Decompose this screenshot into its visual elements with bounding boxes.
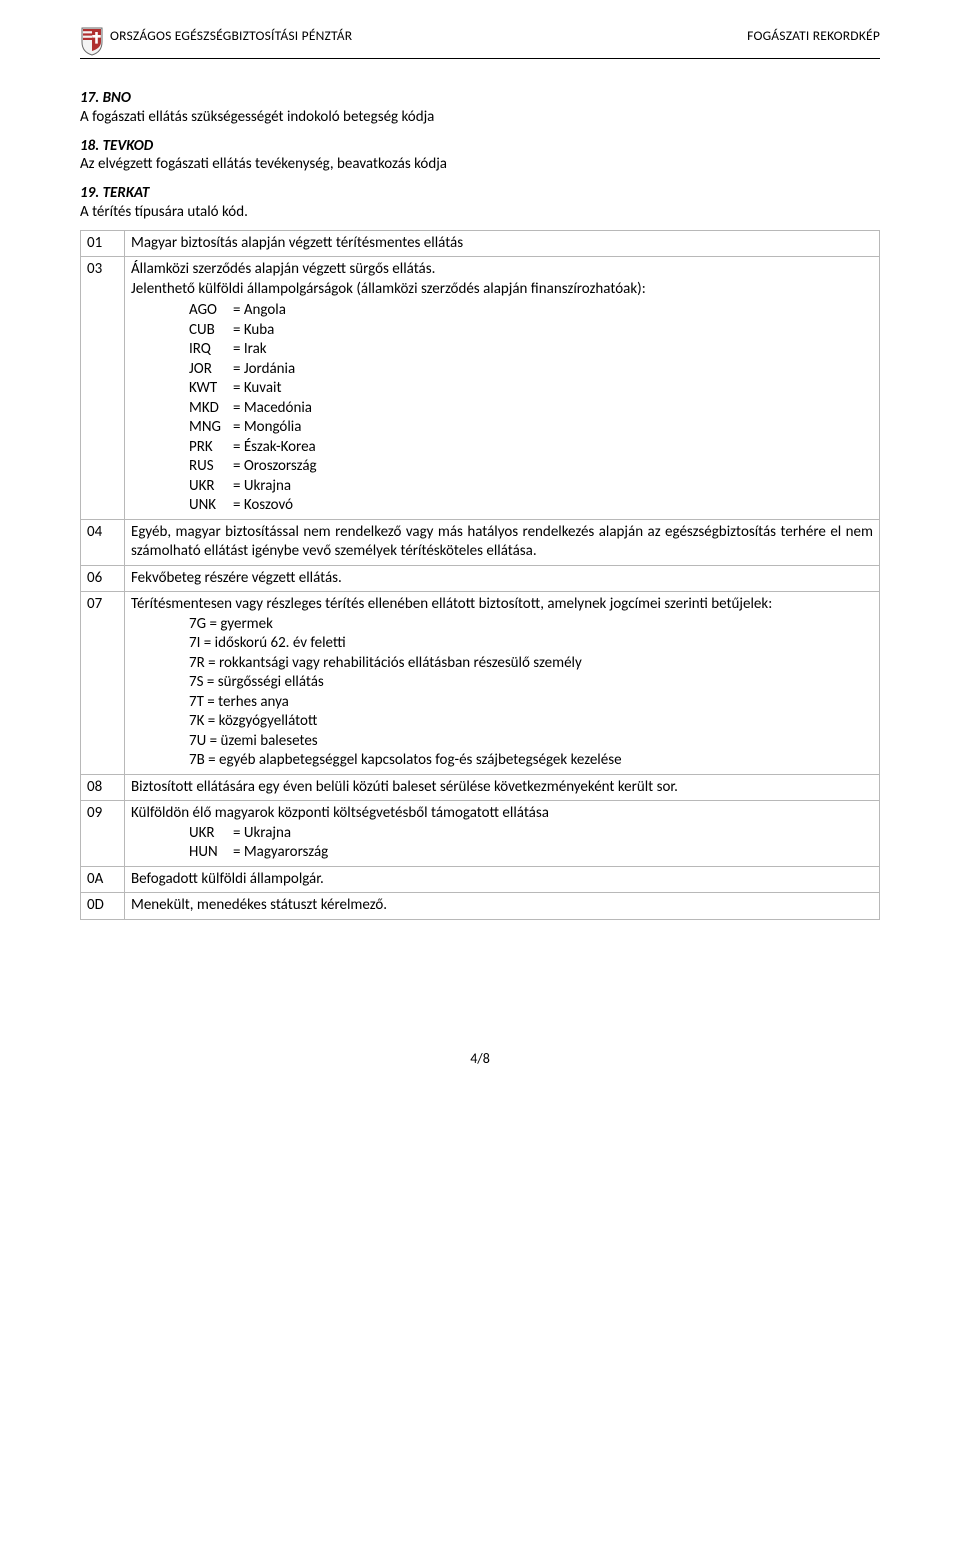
country-row: KWT= Kuvait [131,379,873,399]
code-cell: 0A [81,866,125,893]
country-code: PRK [189,438,233,458]
country-row: JOR= Jordánia [131,360,873,380]
jogcim-row: 7G = gyermek [131,615,873,635]
section-num: 18. [80,137,99,155]
org-name: ORSZÁGOS EGÉSZSÉGBIZTOSÍTÁSI PÉNZTÁR [110,28,352,45]
country-code: AGO [189,301,233,321]
desc-cell: Magyar biztosítás alapján végzett téríté… [125,230,880,257]
country-name: = Angola [233,301,286,319]
country-code: UKR [189,477,233,497]
table-row: 07 Térítésmentesen vagy részleges téríté… [81,592,880,775]
country-code: MKD [189,399,233,419]
header-left: ORSZÁGOS EGÉSZSÉGBIZTOSÍTÁSI PÉNZTÁR [80,28,352,56]
country-code: JOR [189,360,233,380]
jogcim-row: 7S = sürgősségi ellátás [131,673,873,693]
code-cell: 04 [81,519,125,565]
country-row: PRK= Észak-Korea [131,438,873,458]
desc-cell: Biztosított ellátására egy éven belüli k… [125,774,880,801]
terkat-code-table: 01 Magyar biztosítás alapján végzett tér… [80,230,880,920]
desc-cell: Egyéb, magyar biztosítással nem rendelke… [125,519,880,565]
country-row: IRQ= Irak [131,340,873,360]
section-num: 19. [80,184,99,202]
country-row: UNK= Koszovó [131,496,873,516]
country-row: UKR= Ukrajna [131,477,873,497]
table-row: 03 Államközi szerződés alapján végzett s… [81,257,880,520]
desc-cell: Külföldön élő magyarok központi költségv… [125,801,880,867]
country-name: = Ukrajna [233,824,291,842]
country-row: AGO= Angola [131,301,873,321]
jogcim-row: 7T = terhes anya [131,693,873,713]
code-cell: 0D [81,893,125,920]
row07-lead: Térítésmentesen vagy részleges térítés e… [131,595,873,615]
section-18-heading: 18. TEVKOD [80,137,880,156]
desc-cell: Államközi szerződés alapján végzett sürg… [125,257,880,520]
section-18-desc: Az elvégzett fogászati ellátás tevékenys… [80,155,880,174]
country-row: MNG= Mongólia [131,418,873,438]
country-code: IRQ [189,340,233,360]
table-row: 04 Egyéb, magyar biztosítással nem rende… [81,519,880,565]
desc-cell: Befogadott külföldi állampolgár. [125,866,880,893]
code-cell: 08 [81,774,125,801]
country-row: MKD= Macedónia [131,399,873,419]
row03-intro: Jelenthető külföldi állampolgárságok (ál… [131,280,873,300]
country-code: UNK [189,496,233,516]
jogcim-row: 7I = időskorú 62. év feletti [131,634,873,654]
country-name: = Koszovó [233,496,293,514]
code-cell: 03 [81,257,125,520]
table-row: 09 Külföldön élő magyarok központi költs… [81,801,880,867]
table-row: 01 Magyar biztosítás alapján végzett tér… [81,230,880,257]
country-name: = Irak [233,340,267,358]
country-row: UKR= Ukrajna [131,824,873,844]
country-name: = Oroszország [233,457,317,475]
country-name: = Macedónia [233,399,312,417]
table-row: 0A Befogadott külföldi állampolgár. [81,866,880,893]
country-name: = Ukrajna [233,477,291,495]
doc-type: FOGÁSZATI REKORDKÉP [747,28,880,45]
country-name: = Észak-Korea [233,438,316,456]
table-row: 06 Fekvőbeteg részére végzett ellátás. [81,565,880,592]
country-code: HUN [189,843,233,863]
country-name: = Mongólia [233,418,301,436]
jogcim-row: 7B = egyéb alapbetegséggel kapcsolatos f… [131,751,873,771]
coat-of-arms-icon [80,26,104,56]
section-title: BNO [103,89,131,107]
section-17-desc: A fogászati ellátás szükségességét indok… [80,108,880,127]
row09-lead: Külföldön élő magyarok központi költségv… [131,804,873,824]
row03-lead: Államközi szerződés alapján végzett sürg… [131,260,873,280]
code-cell: 06 [81,565,125,592]
desc-cell: Térítésmentesen vagy részleges térítés e… [125,592,880,775]
section-title: TEVKOD [103,137,154,155]
desc-cell: Menekült, menedékes státuszt kérelmező. [125,893,880,920]
section-19-heading: 19. TERKAT [80,184,880,203]
country-code: KWT [189,379,233,399]
country-row: HUN= Magyarország [131,843,873,863]
code-cell: 01 [81,230,125,257]
country-code: MNG [189,418,233,438]
section-19-desc: A térítés típusára utaló kód. [80,203,880,222]
country-name: = Jordánia [233,360,295,378]
code-cell: 09 [81,801,125,867]
country-code: CUB [189,321,233,341]
country-name: = Kuvait [233,379,282,397]
section-title: TERKAT [103,184,150,202]
page-header: ORSZÁGOS EGÉSZSÉGBIZTOSÍTÁSI PÉNZTÁR FOG… [80,28,880,59]
country-row: RUS= Oroszország [131,457,873,477]
desc-cell: Fekvőbeteg részére végzett ellátás. [125,565,880,592]
jogcim-row: 7U = üzemi balesetes [131,732,873,752]
code-cell: 07 [81,592,125,775]
country-code: UKR [189,824,233,844]
country-row: CUB= Kuba [131,321,873,341]
table-row: 08 Biztosított ellátására egy éven belül… [81,774,880,801]
section-num: 17. [80,89,99,107]
section-17-heading: 17. BNO [80,89,880,108]
page-number: 4/8 [80,1050,880,1068]
jogcim-row: 7K = közgyógyellátott [131,712,873,732]
country-name: = Kuba [233,321,274,339]
jogcim-row: 7R = rokkantsági vagy rehabilitációs ell… [131,654,873,674]
table-row: 0D Menekült, menedékes státuszt kérelmez… [81,893,880,920]
country-name: = Magyarország [233,843,328,861]
country-code: RUS [189,457,233,477]
